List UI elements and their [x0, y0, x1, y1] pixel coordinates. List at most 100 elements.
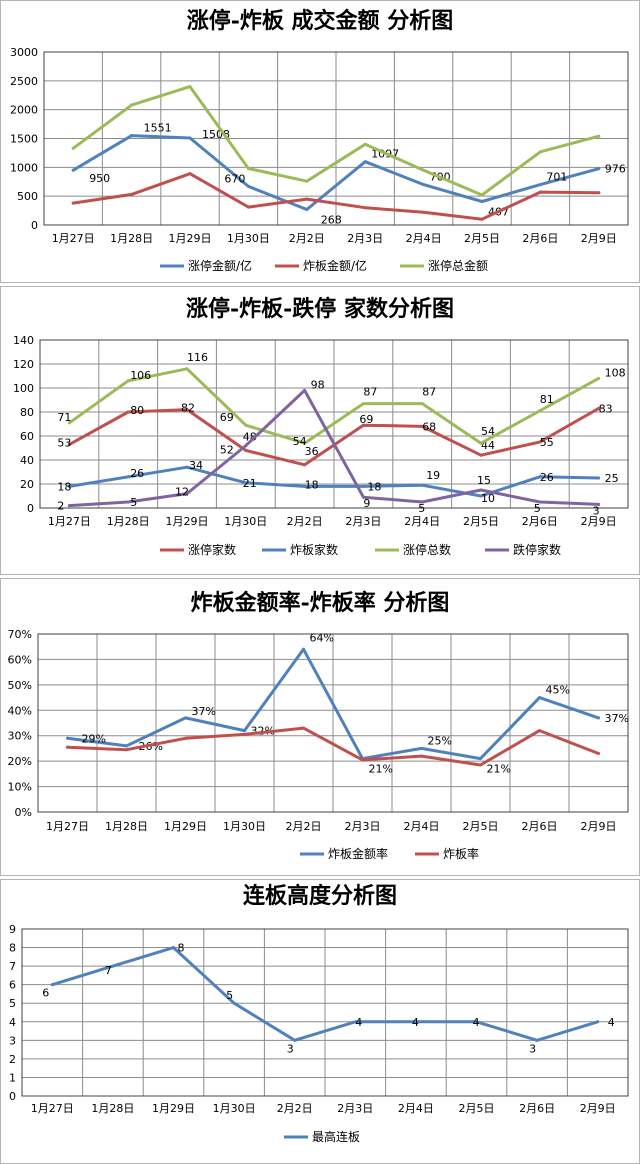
data-point: [185, 492, 189, 496]
y-tick-label: 20: [20, 478, 34, 491]
x-tick-label: 2月5日: [464, 232, 500, 245]
data-point: [422, 183, 426, 187]
data-label: 54: [481, 425, 495, 438]
data-point: [479, 757, 482, 761]
data-point: [67, 484, 71, 488]
y-tick-label: 40: [20, 454, 34, 467]
x-tick-label: 1月28日: [91, 1102, 134, 1115]
data-point: [420, 402, 424, 406]
data-point: [71, 168, 75, 172]
x-tick-label: 1月27日: [52, 232, 95, 245]
data-point: [361, 495, 365, 499]
data-point: [538, 475, 542, 479]
data-label: 29%: [82, 732, 106, 745]
data-point: [596, 1020, 600, 1024]
data-label: 69: [220, 411, 234, 424]
chart-title: 涨停-炸板-跌停 家数分析图: [186, 296, 454, 322]
chart-title: 炸板金额率-炸板率 分析图: [191, 590, 450, 616]
y-tick-label: 60%: [8, 653, 32, 666]
data-point: [125, 748, 128, 752]
y-tick-label: 3000: [10, 46, 38, 59]
y-tick-label: 0: [9, 1090, 16, 1103]
data-point: [422, 168, 426, 172]
x-tick-label: 2月3日: [345, 820, 381, 833]
data-point: [71, 201, 75, 205]
data-label: 108: [605, 366, 626, 379]
chart-title: 涨停-炸板 成交金额 分析图: [187, 8, 453, 34]
data-point: [188, 85, 192, 89]
data-point: [130, 103, 134, 107]
chart-panel: [0, 286, 640, 575]
data-point: [480, 217, 484, 221]
y-tick-label: 20%: [8, 755, 32, 768]
data-label: 12: [175, 486, 189, 499]
data-point: [188, 172, 192, 176]
data-point: [130, 192, 134, 196]
data-point: [361, 758, 364, 762]
data-point: [303, 484, 307, 488]
plot-area: [39, 339, 629, 509]
x-tick-label: 2月2日: [289, 232, 325, 245]
data-label: 83: [599, 402, 613, 415]
data-point: [126, 379, 130, 383]
data-point: [420, 424, 424, 428]
data-label: 82: [181, 402, 195, 415]
data-point: [597, 476, 601, 480]
data-point: [305, 197, 309, 201]
data-label: 670: [224, 172, 245, 185]
data-label: 4: [412, 1016, 419, 1029]
x-tick-label: 2月6日: [522, 232, 558, 245]
y-tick-label: 1: [9, 1071, 16, 1084]
y-tick-label: 3: [9, 1034, 16, 1047]
y-tick-label: 70%: [8, 628, 32, 641]
data-point: [538, 729, 541, 733]
data-point: [361, 423, 365, 427]
y-tick-label: 0: [27, 502, 34, 515]
series-line-1: [71, 134, 601, 211]
data-point: [361, 402, 365, 406]
data-point: [244, 448, 248, 452]
legend-label: 炸板金额率: [328, 846, 388, 861]
data-point: [246, 184, 250, 188]
data-label: 701: [546, 171, 567, 184]
data-point: [184, 716, 187, 720]
x-tick-label: 1月30日: [224, 515, 267, 528]
data-label: 37%: [192, 705, 216, 718]
data-label: 87: [422, 386, 436, 399]
x-tick-label: 2月4日: [404, 515, 440, 528]
legend-label: 涨停总金额: [428, 258, 488, 273]
y-tick-label: 120: [13, 358, 34, 371]
y-tick-label: 1000: [10, 161, 38, 174]
data-point: [538, 696, 541, 700]
data-point: [363, 160, 367, 164]
y-tick-label: 5: [9, 997, 16, 1010]
data-label: 976: [605, 163, 626, 176]
data-point: [538, 500, 542, 504]
series-line-4: [67, 388, 601, 508]
data-label: 34: [189, 459, 203, 472]
x-tick-label: 2月2日: [287, 515, 323, 528]
data-point: [597, 376, 601, 380]
chart-4: 连板高度分析图 0 1 2 3 4 5 6 7 8 9 1月27日 1月28日 1月29日 1月30日 2月2…: [0, 879, 640, 1164]
series-line-2: [67, 465, 601, 498]
data-label: 7: [105, 964, 112, 977]
data-point: [538, 183, 542, 187]
data-point: [67, 421, 71, 425]
y-tick-label: 60: [20, 430, 34, 443]
x-tick-label: 1月29日: [166, 515, 209, 528]
data-point: [414, 1020, 418, 1024]
data-label: 5: [130, 496, 137, 509]
chart-title: 连板高度分析图: [243, 883, 397, 909]
data-point: [244, 481, 248, 485]
data-point: [361, 484, 365, 488]
plot-area: [21, 928, 629, 1097]
legend-label: 炸板家数: [290, 542, 338, 557]
data-label: 26: [540, 471, 554, 484]
data-point: [243, 729, 246, 733]
data-point: [232, 1001, 236, 1005]
data-label: 950: [89, 172, 110, 185]
data-point: [535, 1038, 539, 1042]
data-point: [597, 752, 600, 756]
data-label: 52: [220, 444, 234, 457]
x-tick-label: 1月29日: [164, 820, 207, 833]
